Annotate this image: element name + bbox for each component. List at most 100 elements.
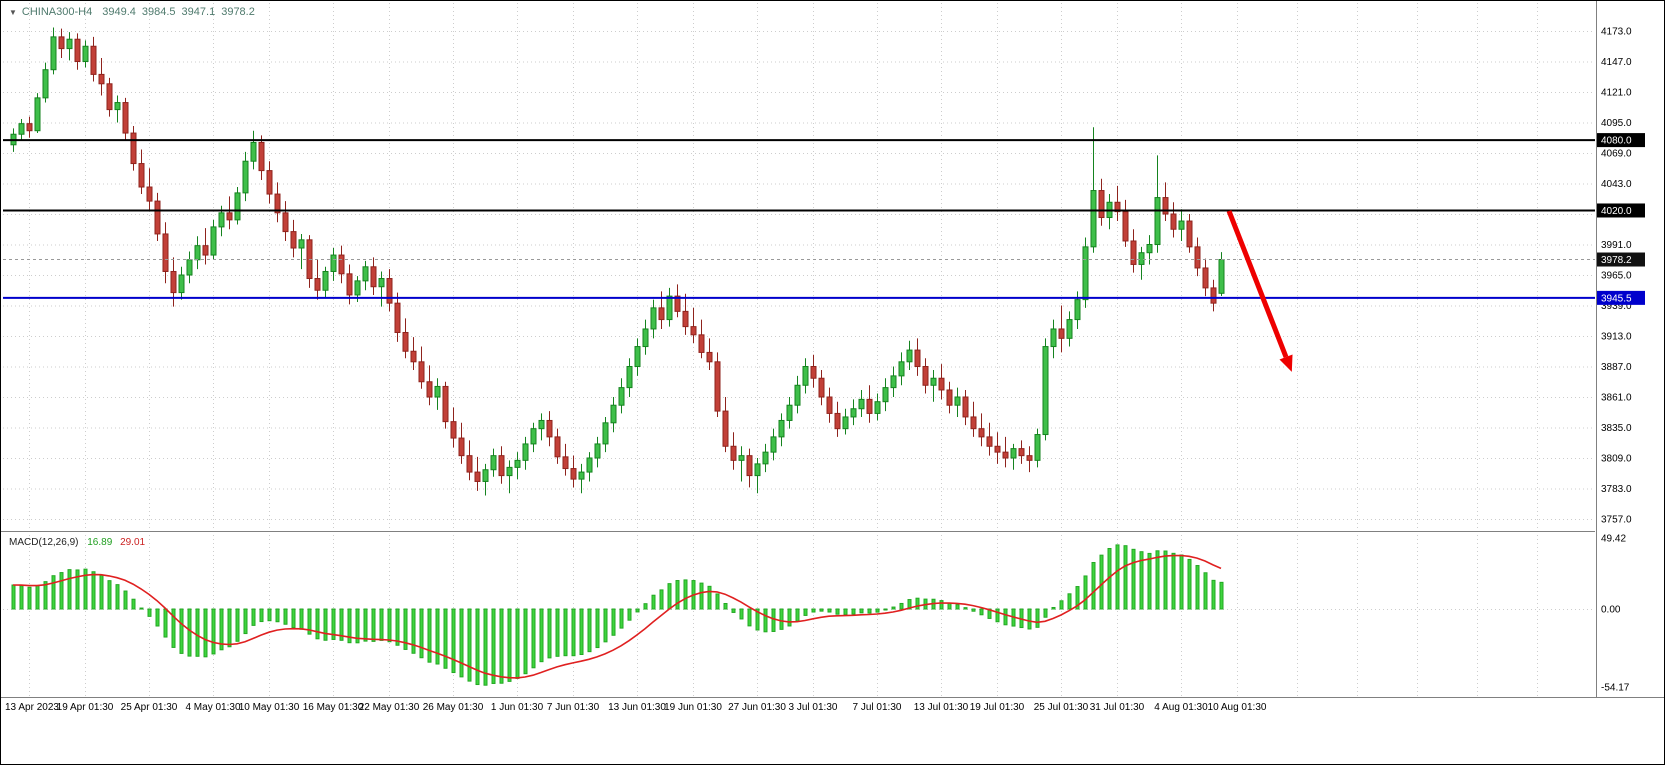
candle-body <box>386 278 393 304</box>
time-tick-label: 22 May 01:30 <box>359 702 420 713</box>
candle-body <box>570 468 577 480</box>
candle-body <box>474 471 481 482</box>
candle-body <box>674 295 681 312</box>
candle-body <box>178 274 185 294</box>
candle-body <box>850 408 857 418</box>
candle-body <box>626 366 633 389</box>
price-tick-label: 3939.0 <box>1601 301 1632 312</box>
candle-body <box>722 410 729 447</box>
candle-body <box>738 455 745 461</box>
candle-body <box>490 455 497 471</box>
candle-body <box>930 377 937 386</box>
candle-body <box>90 45 97 75</box>
candle-body <box>658 307 665 321</box>
candle-body <box>690 326 697 336</box>
candle-body <box>1010 448 1017 459</box>
time-tick-label: 7 Jun 01:30 <box>547 702 600 713</box>
macd-signal-line <box>12 554 1222 679</box>
candle-body <box>1058 328 1065 339</box>
ohlc-close: 3978.2 <box>221 6 255 18</box>
time-tick-label: 13 Jun 01:30 <box>608 702 666 713</box>
time-tick-label: 25 Jul 01:30 <box>1034 702 1089 713</box>
chart-title: ▼ CHINA300-H4 3949.4 3984.5 3947.1 3978.… <box>9 6 261 18</box>
candle-body <box>314 278 321 291</box>
candle-body <box>74 38 81 63</box>
svg-text:4020.0: 4020.0 <box>1601 206 1632 217</box>
candle-body <box>346 273 353 296</box>
candle-body <box>1186 220 1193 248</box>
candle-body <box>762 451 769 465</box>
candle-body <box>442 385 449 423</box>
candle-body <box>786 404 793 421</box>
macd-scale-label: 49.42 <box>1601 533 1626 544</box>
candle-body <box>562 456 569 470</box>
candle-body <box>1002 451 1009 459</box>
candle-body <box>978 428 985 438</box>
grid-layer <box>3 3 1595 697</box>
candle-body <box>122 102 129 134</box>
candle-body <box>1042 346 1049 436</box>
price-tick-label: 4095.0 <box>1601 118 1632 129</box>
candle-body <box>194 245 201 261</box>
candle-body <box>906 349 913 363</box>
candle-body <box>986 436 993 447</box>
price-tick-label: 4147.0 <box>1601 57 1632 68</box>
candle-body <box>962 396 969 418</box>
candle-body <box>42 69 49 99</box>
candle-body <box>98 73 105 85</box>
ohlc-low: 3947.1 <box>181 6 216 18</box>
candle-body <box>1122 211 1129 242</box>
time-tick-label: 10 Aug 01:30 <box>1208 702 1267 713</box>
candle-body <box>898 361 905 377</box>
candle-body <box>586 457 593 473</box>
price-badge-3978.2: 3978.2 <box>1597 252 1645 267</box>
time-tick-label: 19 Jun 01:30 <box>664 702 722 713</box>
candle-body <box>1090 190 1097 248</box>
candle-body <box>714 361 721 412</box>
candle-body <box>1018 448 1025 457</box>
candle-body <box>218 212 225 228</box>
svg-text:4080.0: 4080.0 <box>1601 136 1632 147</box>
candle-body <box>594 443 601 459</box>
time-tick-label: 13 Apr 2023 <box>5 702 59 713</box>
candle-body <box>642 328 649 348</box>
candle-body <box>266 170 273 195</box>
candle-body <box>1170 213 1177 230</box>
dropdown-icon: ▼ <box>9 7 17 17</box>
time-tick-label: 1 Jun 01:30 <box>491 702 544 713</box>
candle-body <box>298 239 305 249</box>
candle-body <box>402 331 409 352</box>
price-tick-label: 3991.0 <box>1601 240 1632 251</box>
candle-body <box>706 351 713 363</box>
candle-body <box>514 459 521 468</box>
candle-body <box>794 384 801 406</box>
price-tick-label: 3835.0 <box>1601 423 1632 434</box>
ohlc-high: 3984.5 <box>141 6 176 18</box>
candle-body <box>378 278 385 288</box>
macd-signal-value: 29.01 <box>120 537 146 548</box>
time-tick-label: 13 Jul 01:30 <box>914 702 969 713</box>
macd-indicator-label: MACD(12,26,9) 16.89 29.01 <box>9 537 145 548</box>
price-tick-label: 3757.0 <box>1601 515 1632 526</box>
trend-arrow-annotation[interactable] <box>1226 210 1293 372</box>
candle-body <box>994 445 1001 453</box>
time-tick-label: 31 Jul 01:30 <box>1090 702 1145 713</box>
candle-body <box>154 200 161 235</box>
candle-body <box>250 141 257 162</box>
price-axis[interactable]: 4173.0 4147.0 4121.0 4095.0 4069.0 4043.0 3991… <box>1597 27 1645 694</box>
macd-scale-label: 0.00 <box>1601 605 1621 616</box>
candle-body <box>1154 197 1161 245</box>
candle-body <box>914 349 921 368</box>
time-tick-label: 4 Aug 01:30 <box>1154 702 1208 713</box>
time-tick-label: 3 Jul 01:30 <box>789 702 838 713</box>
candle-body <box>1146 244 1153 254</box>
candle-body <box>858 398 865 410</box>
candle-body <box>394 302 401 333</box>
candle-body <box>258 141 265 172</box>
candle-body <box>66 38 73 50</box>
price-tick-label: 4121.0 <box>1601 88 1632 99</box>
candle-body <box>18 123 25 135</box>
